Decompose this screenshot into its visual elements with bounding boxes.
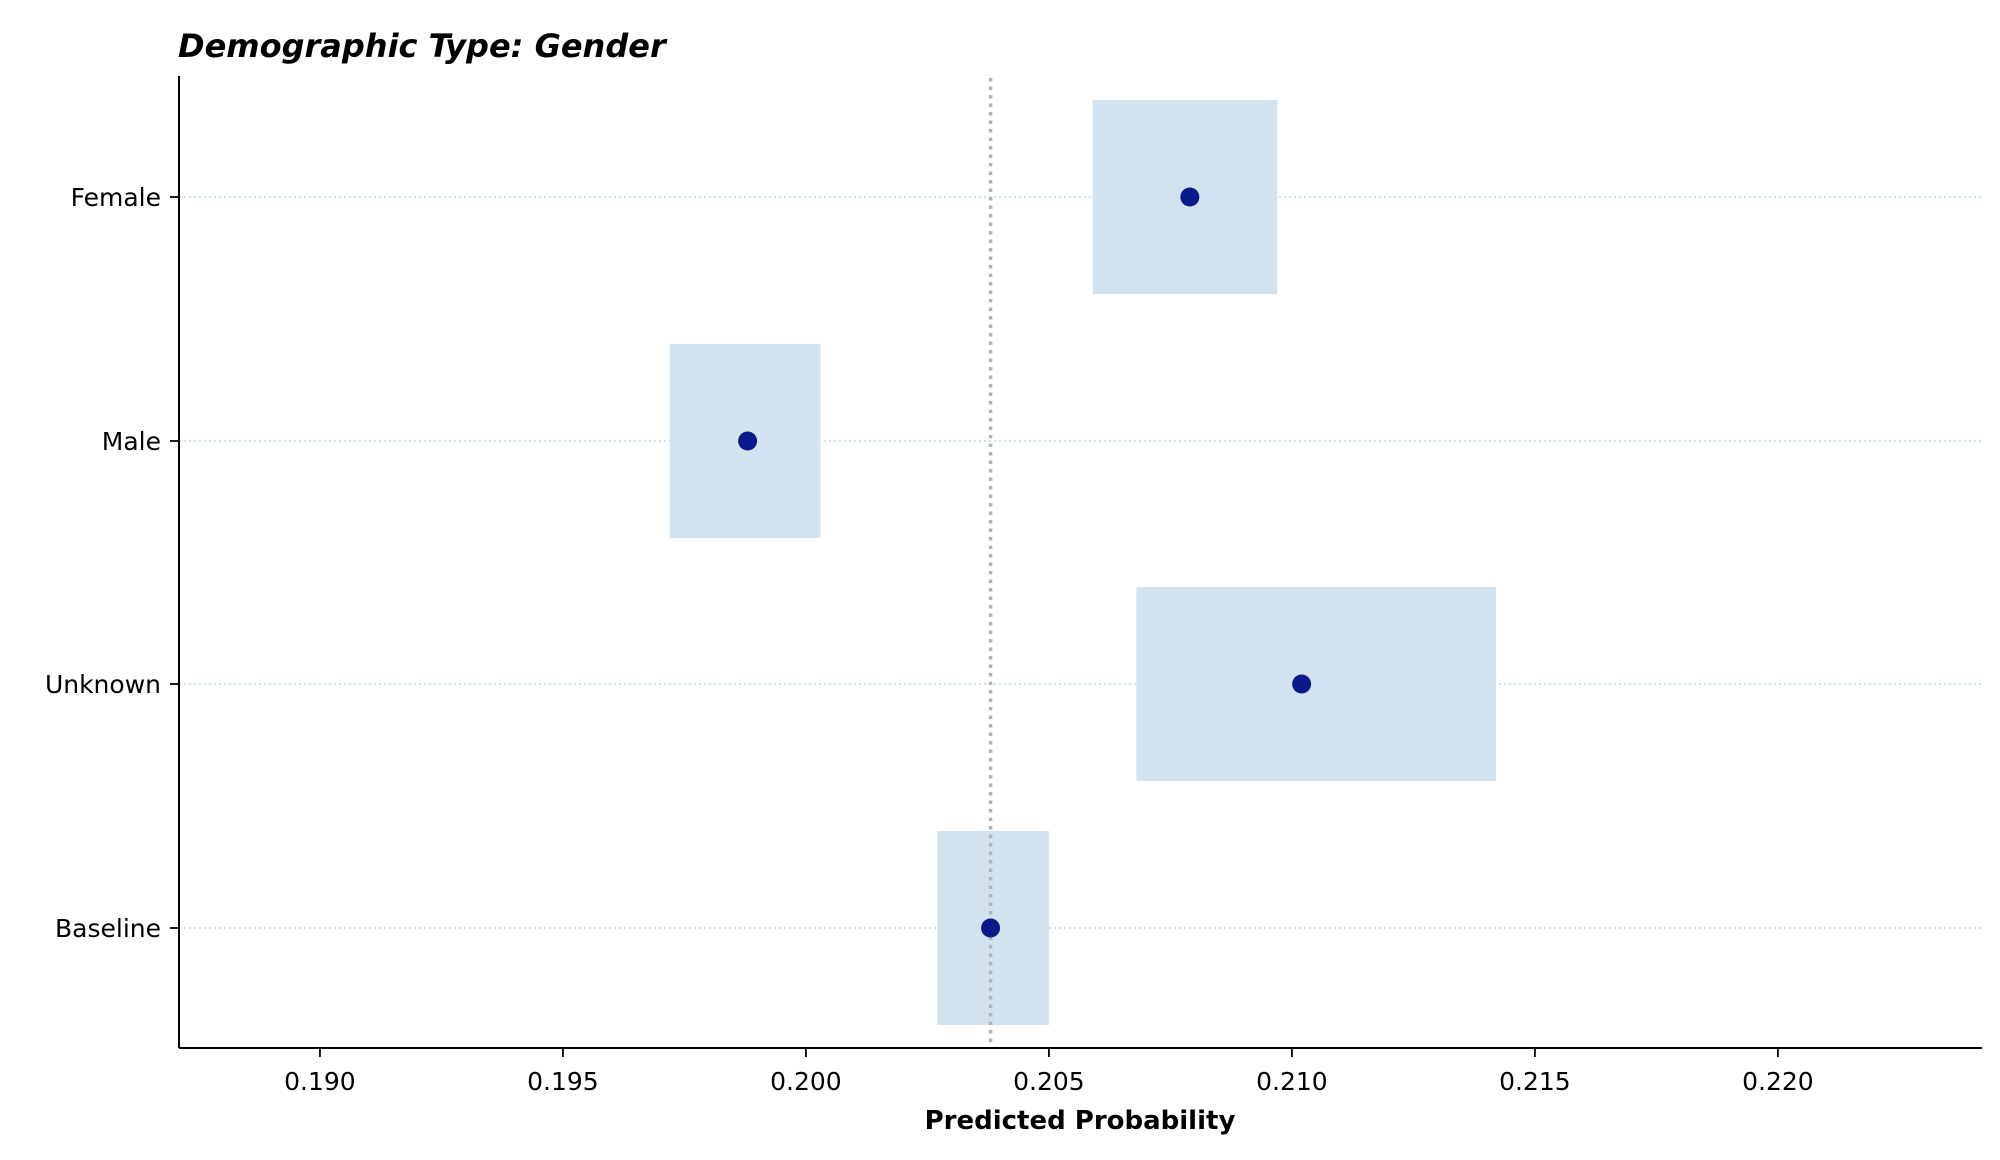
axes-layer: 0.190 0.195 0.200 0.205 0.210 0.215 0.220 Femal… xyxy=(45,76,1982,1096)
data-point xyxy=(738,431,758,451)
ci-box xyxy=(1136,587,1497,781)
x-tick-label: 0.195 xyxy=(527,1067,599,1096)
grid-layer xyxy=(179,196,1982,929)
x-tick-label: 0.205 xyxy=(1013,1067,1085,1096)
x-tick-label: 0.220 xyxy=(1742,1067,1814,1096)
x-tick-label: 0.200 xyxy=(770,1067,842,1096)
ci-layer xyxy=(669,100,1497,1025)
point-layer xyxy=(738,187,1312,938)
y-tick-label: Unknown xyxy=(45,670,161,699)
data-point xyxy=(1180,187,1200,207)
x-axis-label: Predicted Probability xyxy=(925,1106,1236,1136)
data-point xyxy=(1292,674,1312,694)
x-tick-label: 0.190 xyxy=(284,1067,356,1096)
chart-title: Demographic Type: Gender xyxy=(178,27,668,65)
y-tick-label: Baseline xyxy=(55,914,161,943)
y-tick-label: Male xyxy=(102,427,161,456)
y-tick-label: Female xyxy=(71,183,161,212)
data-point xyxy=(981,918,1001,938)
x-tick-label: 0.210 xyxy=(1256,1067,1328,1096)
x-tick-label: 0.215 xyxy=(1499,1067,1571,1096)
